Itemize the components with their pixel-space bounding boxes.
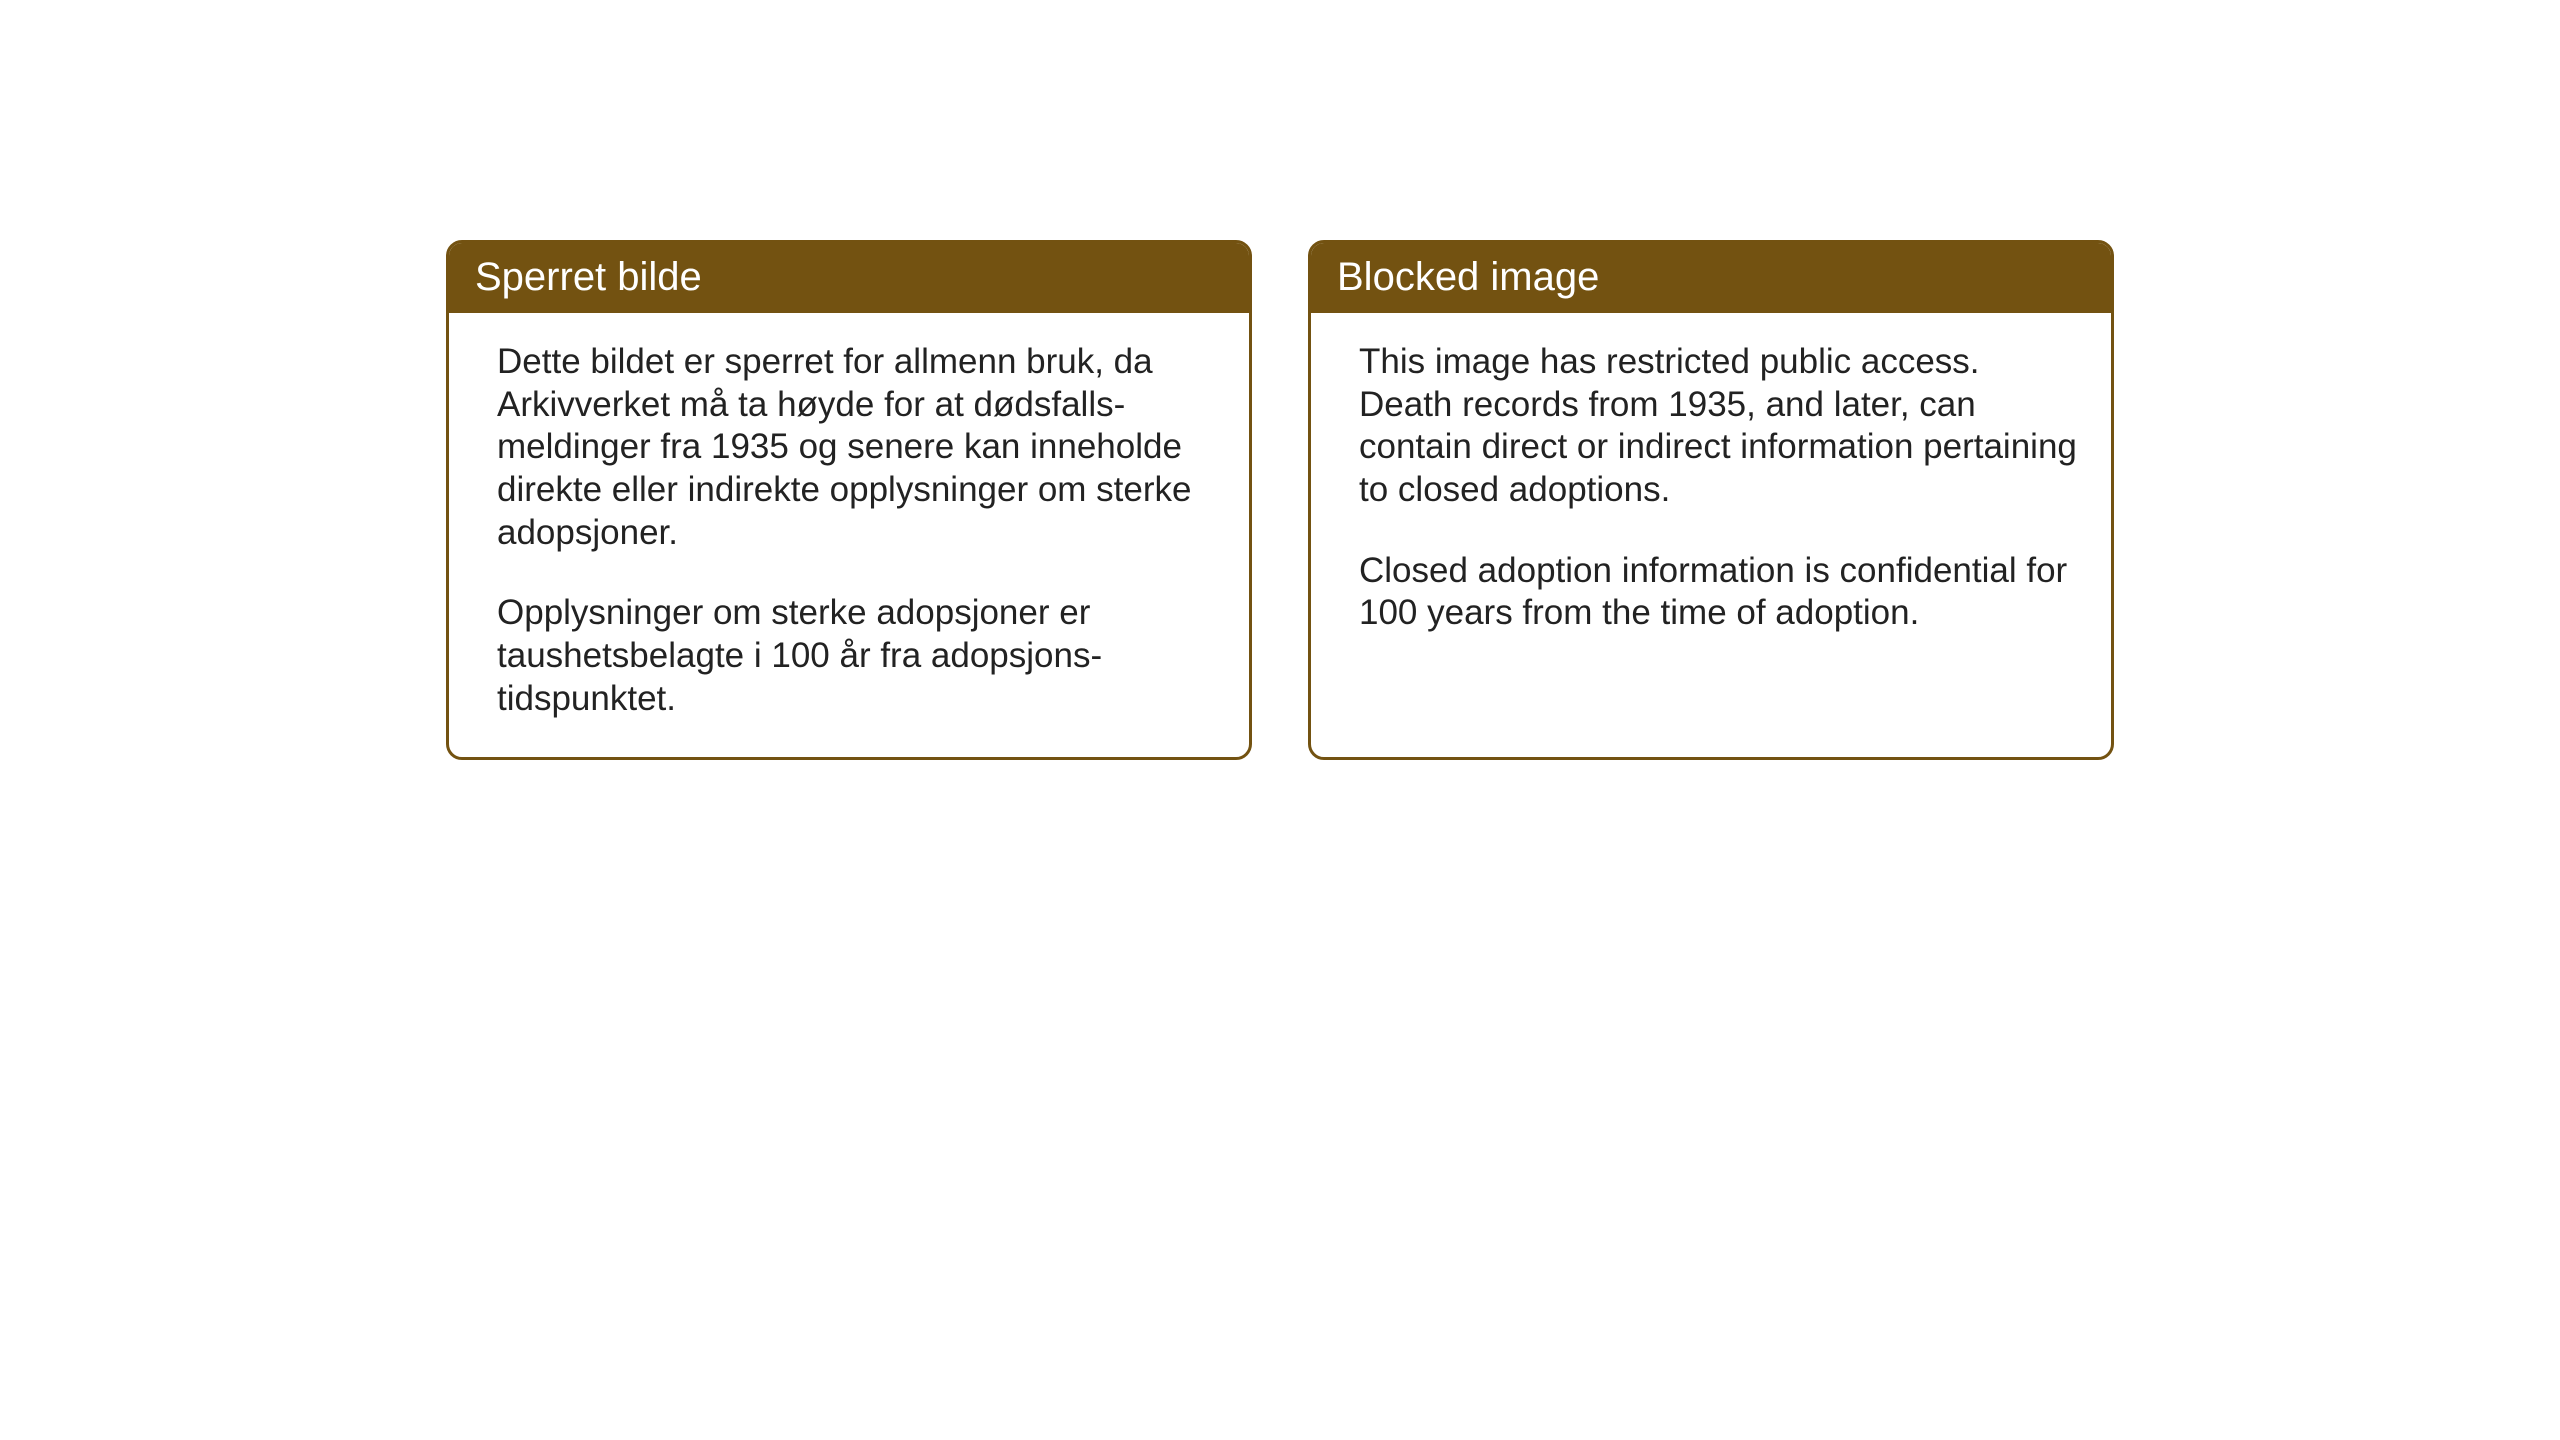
panel-english-paragraph2: Closed adoption information is confident… (1359, 550, 2081, 635)
panel-norwegian-body: Dette bildet er sperret for allmenn bruk… (449, 313, 1249, 757)
panel-english-body: This image has restricted public access.… (1311, 313, 2111, 671)
panel-norwegian-paragraph2: Opplysninger om sterke adopsjoner er tau… (497, 592, 1219, 720)
panel-english-paragraph1: This image has restricted public access.… (1359, 341, 2081, 512)
panels-container: Sperret bilde Dette bildet er sperret fo… (446, 240, 2114, 760)
panel-norwegian: Sperret bilde Dette bildet er sperret fo… (446, 240, 1252, 760)
panel-english-header: Blocked image (1311, 243, 2111, 313)
panel-english: Blocked image This image has restricted … (1308, 240, 2114, 760)
panel-norwegian-header: Sperret bilde (449, 243, 1249, 313)
panel-norwegian-paragraph1: Dette bildet er sperret for allmenn bruk… (497, 341, 1219, 554)
